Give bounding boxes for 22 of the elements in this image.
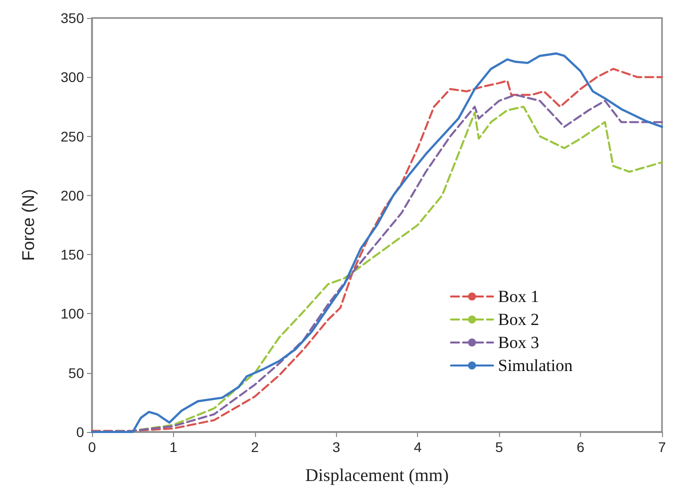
y-tick-label: 250 xyxy=(60,128,84,144)
legend-label: Box 1 xyxy=(498,287,540,306)
y-tick-label: 350 xyxy=(60,10,84,26)
y-axis-title: Force (N) xyxy=(19,189,38,261)
y-tick-label: 50 xyxy=(68,364,84,381)
legend-label: Box 2 xyxy=(498,310,540,329)
x-tick-label: 7 xyxy=(658,439,666,455)
y-tick-label: 150 xyxy=(60,246,84,263)
x-tick-label: 5 xyxy=(495,439,504,455)
legend-label: Box 3 xyxy=(498,333,540,352)
y-tick-label: 200 xyxy=(60,187,84,204)
y-tick-label: 300 xyxy=(60,69,84,86)
x-tick-label: 0 xyxy=(88,439,96,455)
y-tick-label: 100 xyxy=(60,306,84,322)
x-tick-label: 4 xyxy=(414,439,422,455)
y-tick-label: 0 xyxy=(76,424,84,440)
x-tick-label: 2 xyxy=(250,439,259,455)
legend-label: Simulation xyxy=(498,356,574,375)
x-axis-title: Displacement (mm) xyxy=(305,465,449,485)
x-tick-label: 3 xyxy=(332,439,340,455)
x-tick-label: 1 xyxy=(170,439,178,455)
x-tick-label: 6 xyxy=(576,439,585,455)
